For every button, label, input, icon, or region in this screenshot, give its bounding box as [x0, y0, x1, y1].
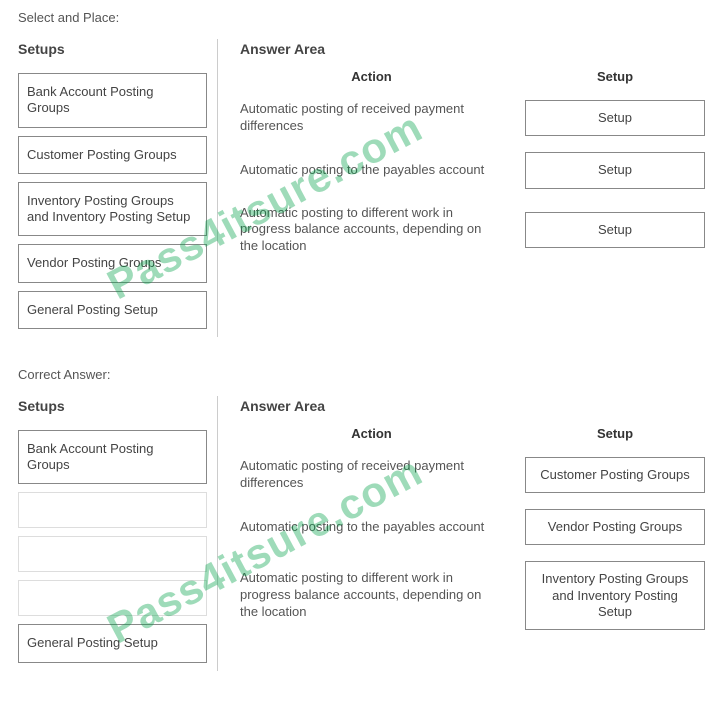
- answer-area-heading: Answer Area: [240, 398, 705, 414]
- setup-option[interactable]: Bank Account Posting Groups: [18, 73, 207, 128]
- action-text: Automatic posting to the payables accoun…: [240, 519, 503, 536]
- setup-option-empty: [18, 536, 207, 572]
- correct-answer-label: Correct Answer:: [18, 367, 705, 382]
- answer-grid-filled: Action Setup Automatic posting of receiv…: [240, 426, 705, 630]
- setups-source-panel: Setups Bank Account Posting Groups Custo…: [18, 39, 218, 337]
- setup-option: General Posting Setup: [18, 624, 207, 662]
- setup-drop-slot[interactable]: Setup: [525, 152, 705, 188]
- action-text: Automatic posting of received payment di…: [240, 101, 503, 135]
- setup-option[interactable]: Customer Posting Groups: [18, 136, 207, 174]
- setup-drop-slot[interactable]: Setup: [525, 100, 705, 136]
- setup-column-header: Setup: [525, 426, 705, 441]
- action-text: Automatic posting to the payables accoun…: [240, 162, 503, 179]
- setups-heading: Setups: [18, 398, 207, 414]
- setup-filled-slot: Inventory Posting Groups and Inventory P…: [525, 561, 705, 630]
- setup-column-header: Setup: [525, 69, 705, 84]
- question-block: Setups Bank Account Posting Groups Custo…: [18, 39, 705, 337]
- setup-drop-slot[interactable]: Setup: [525, 212, 705, 248]
- answer-area-panel: Answer Area Action Setup Automatic posti…: [240, 39, 705, 337]
- action-text: Automatic posting of received payment di…: [240, 458, 503, 492]
- answer-block: Setups Bank Account Posting Groups Gener…: [18, 396, 705, 671]
- setup-option-empty: [18, 580, 207, 616]
- action-column-header: Action: [240, 426, 503, 441]
- answer-area-heading: Answer Area: [240, 41, 705, 57]
- setup-option: Bank Account Posting Groups: [18, 430, 207, 485]
- setup-option[interactable]: Inventory Posting Groups and Inventory P…: [18, 182, 207, 237]
- setups-remaining-panel: Setups Bank Account Posting Groups Gener…: [18, 396, 218, 671]
- answer-area-filled-panel: Answer Area Action Setup Automatic posti…: [240, 396, 705, 671]
- answer-grid: Action Setup Automatic posting of receiv…: [240, 69, 705, 255]
- setup-filled-slot: Customer Posting Groups: [525, 457, 705, 493]
- setup-filled-slot: Vendor Posting Groups: [525, 509, 705, 545]
- action-text: Automatic posting to different work in p…: [240, 205, 503, 256]
- setups-heading: Setups: [18, 41, 207, 57]
- select-and-place-label: Select and Place:: [18, 10, 705, 25]
- setup-option[interactable]: General Posting Setup: [18, 291, 207, 329]
- setup-option[interactable]: Vendor Posting Groups: [18, 244, 207, 282]
- action-column-header: Action: [240, 69, 503, 84]
- setup-option-empty: [18, 492, 207, 528]
